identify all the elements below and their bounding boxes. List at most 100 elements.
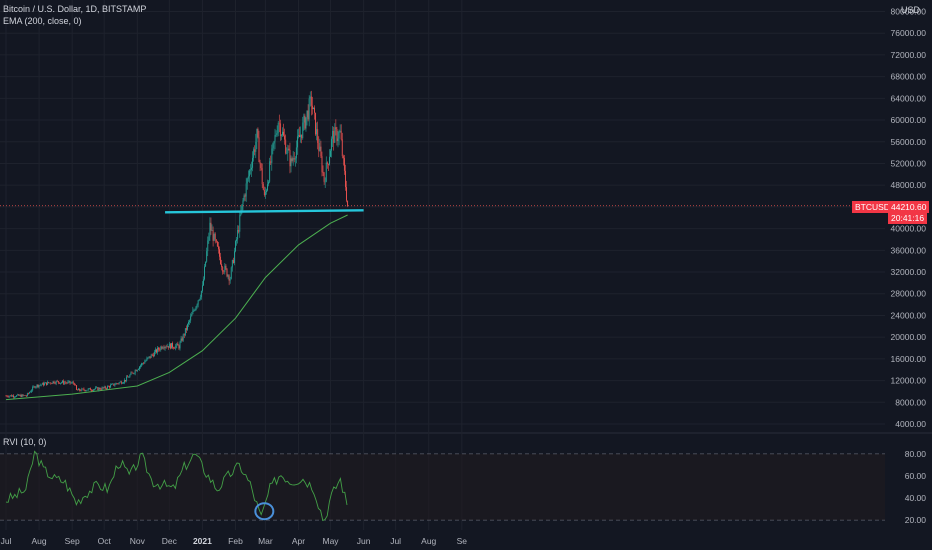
candle-body <box>289 150 291 167</box>
candle-body <box>239 215 241 232</box>
candle-body <box>106 386 108 389</box>
candle-body <box>274 135 276 142</box>
candle-body <box>10 395 12 397</box>
candle-body <box>327 164 329 165</box>
candle-body <box>134 370 136 374</box>
candle-body <box>8 396 10 397</box>
candle-body <box>35 386 37 388</box>
time-axis[interactable]: Jul Aug Sep Oct Nov Dec 2021 Feb Mar Apr May Jun Jul… <box>1 536 468 546</box>
candle-body <box>78 388 80 391</box>
candle-body <box>66 382 68 384</box>
candle-body <box>284 135 286 140</box>
candle-body <box>151 354 153 356</box>
candle-body <box>85 390 87 391</box>
candle-body <box>243 195 245 201</box>
candle-body <box>183 334 185 336</box>
candle-body <box>307 110 309 120</box>
candle-body <box>161 346 163 349</box>
y-tick-label: 76000.00 <box>891 28 927 38</box>
candle-body <box>57 381 59 383</box>
candle-body <box>291 158 293 161</box>
candle-body <box>159 349 161 351</box>
candle-body <box>7 396 9 398</box>
candle-body <box>180 338 182 343</box>
y-tick-label: 16000.00 <box>891 354 927 364</box>
candle-body <box>310 96 312 106</box>
candle-body <box>164 346 166 349</box>
candle-body <box>268 181 270 185</box>
candle-body <box>51 383 53 384</box>
y-tick-label: 72000.00 <box>891 50 927 60</box>
candle-body <box>145 360 147 362</box>
candle-body <box>320 146 322 157</box>
candle-body <box>158 347 160 350</box>
candle-body <box>19 395 21 396</box>
candle-body <box>160 346 162 350</box>
candle-body <box>242 200 244 205</box>
candle-body <box>217 246 219 250</box>
candle-body <box>63 380 65 384</box>
candle-body <box>273 141 275 144</box>
candle-body <box>182 334 184 341</box>
candle-body <box>79 388 81 391</box>
candle-body <box>254 149 256 152</box>
candle-body <box>146 358 148 361</box>
candle-body <box>138 366 140 370</box>
candle-body <box>21 394 23 397</box>
candle-body <box>264 192 266 196</box>
countdown-tag: 20:41:16 <box>888 212 928 224</box>
candle-body <box>299 135 301 138</box>
candle-body <box>305 117 307 129</box>
candle-body <box>336 128 338 141</box>
candle-body <box>37 384 39 387</box>
candle-body <box>171 343 172 349</box>
candle-body <box>103 386 105 388</box>
candle-body <box>329 156 330 165</box>
candle-body <box>99 387 101 390</box>
candle-body <box>153 351 155 357</box>
candle-body <box>189 320 191 323</box>
candle-body <box>251 167 252 170</box>
candle-body <box>137 369 139 370</box>
candle-body <box>211 230 213 231</box>
y-tick-label: 20000.00 <box>891 332 927 342</box>
candle-body <box>230 267 232 279</box>
candle-body <box>175 345 177 349</box>
candle-body <box>223 271 225 273</box>
candle-body <box>325 162 327 182</box>
candle-body <box>331 138 333 151</box>
candle-body <box>263 190 265 196</box>
candle-body <box>279 123 281 137</box>
candle-body <box>306 110 308 118</box>
price-axis[interactable]: 4000.00 8000.00 12000.00 16000.00 20000.00 24… <box>891 7 927 430</box>
candle-body <box>81 388 83 391</box>
ema-indicator-label[interactable]: EMA (200, close, 0) <box>3 16 82 26</box>
candle-body <box>114 384 116 386</box>
candle-body <box>207 240 209 252</box>
candle-body <box>278 122 280 124</box>
candle-body <box>257 128 259 138</box>
candle-body <box>248 170 250 177</box>
currency-label[interactable]: USD <box>901 5 921 15</box>
candle-body <box>53 381 55 384</box>
candle-body <box>335 127 337 129</box>
candle-body <box>168 343 170 348</box>
candle-body <box>92 390 93 391</box>
candle-body <box>18 394 20 396</box>
candle-body <box>47 381 49 385</box>
candle-body <box>105 388 107 389</box>
rvi-indicator-label[interactable]: RVI (10, 0) <box>3 437 47 447</box>
candle-body <box>312 107 314 109</box>
y-tick-label: 68000.00 <box>891 72 927 82</box>
rvi-y-tick-label: 80.00 <box>905 449 927 459</box>
candle-body <box>229 278 231 281</box>
candle-body <box>5 395 7 397</box>
candle-body <box>262 184 264 191</box>
candle-body <box>252 157 254 168</box>
candle-body <box>203 279 204 286</box>
candle-body <box>200 290 202 298</box>
candle-body <box>280 135 282 137</box>
candle-body <box>190 316 192 321</box>
candle-body <box>64 382 66 384</box>
